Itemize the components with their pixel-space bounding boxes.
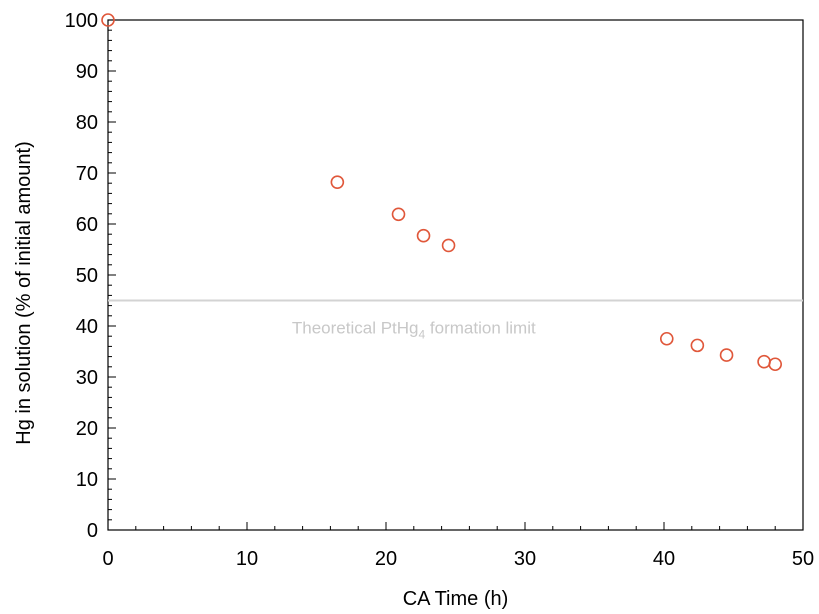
y-tick-label: 10 xyxy=(76,469,98,491)
x-axis-title: CA Time (h) xyxy=(403,588,509,610)
reference-label-tail: formation limit xyxy=(425,319,536,338)
reference-label-subscript: 4 xyxy=(419,328,426,342)
x-tick-label: 10 xyxy=(236,548,258,570)
y-tick-label: 40 xyxy=(76,316,98,338)
plot-area xyxy=(107,19,804,531)
data-point xyxy=(659,331,674,346)
data-point xyxy=(719,348,734,362)
x-tick-label: 50 xyxy=(792,548,814,570)
y-tick-label: 70 xyxy=(76,163,98,185)
reference-line-label: Theoretical PtHg4 formation limit xyxy=(292,319,536,342)
y-tick-label: 30 xyxy=(76,367,98,389)
y-tick-label: 20 xyxy=(76,418,98,440)
x-tick-label: 20 xyxy=(375,548,397,570)
data-point xyxy=(101,13,115,27)
reference-label-main: Theoretical PtHg xyxy=(292,319,419,338)
y-tick-label: 80 xyxy=(76,112,98,134)
x-tick-label: 40 xyxy=(653,548,675,570)
data-point xyxy=(416,228,431,243)
x-axis: 0 10 20 30 40 50 xyxy=(102,522,814,570)
y-tick-label: 60 xyxy=(76,214,98,236)
data-point xyxy=(690,338,705,353)
y-tick-label: 90 xyxy=(76,61,98,83)
reference-line-group: Theoretical PtHg4 formation limit xyxy=(108,299,803,342)
data-point xyxy=(441,238,456,253)
y-axis: 0 10 20 30 40 50 60 70 80 90 100 xyxy=(65,10,116,542)
y-axis-title: Hg in solution (% of initial amount) xyxy=(13,141,35,444)
data-point xyxy=(768,357,783,372)
y-tick-label: 0 xyxy=(87,520,98,542)
x-tick-label: 0 xyxy=(102,548,113,570)
y-tick-label: 50 xyxy=(76,265,98,287)
data-points xyxy=(101,13,783,372)
data-point xyxy=(391,207,406,222)
y-tick-label: 100 xyxy=(65,10,98,32)
x-tick-label: 30 xyxy=(514,548,536,570)
data-point xyxy=(330,175,345,189)
